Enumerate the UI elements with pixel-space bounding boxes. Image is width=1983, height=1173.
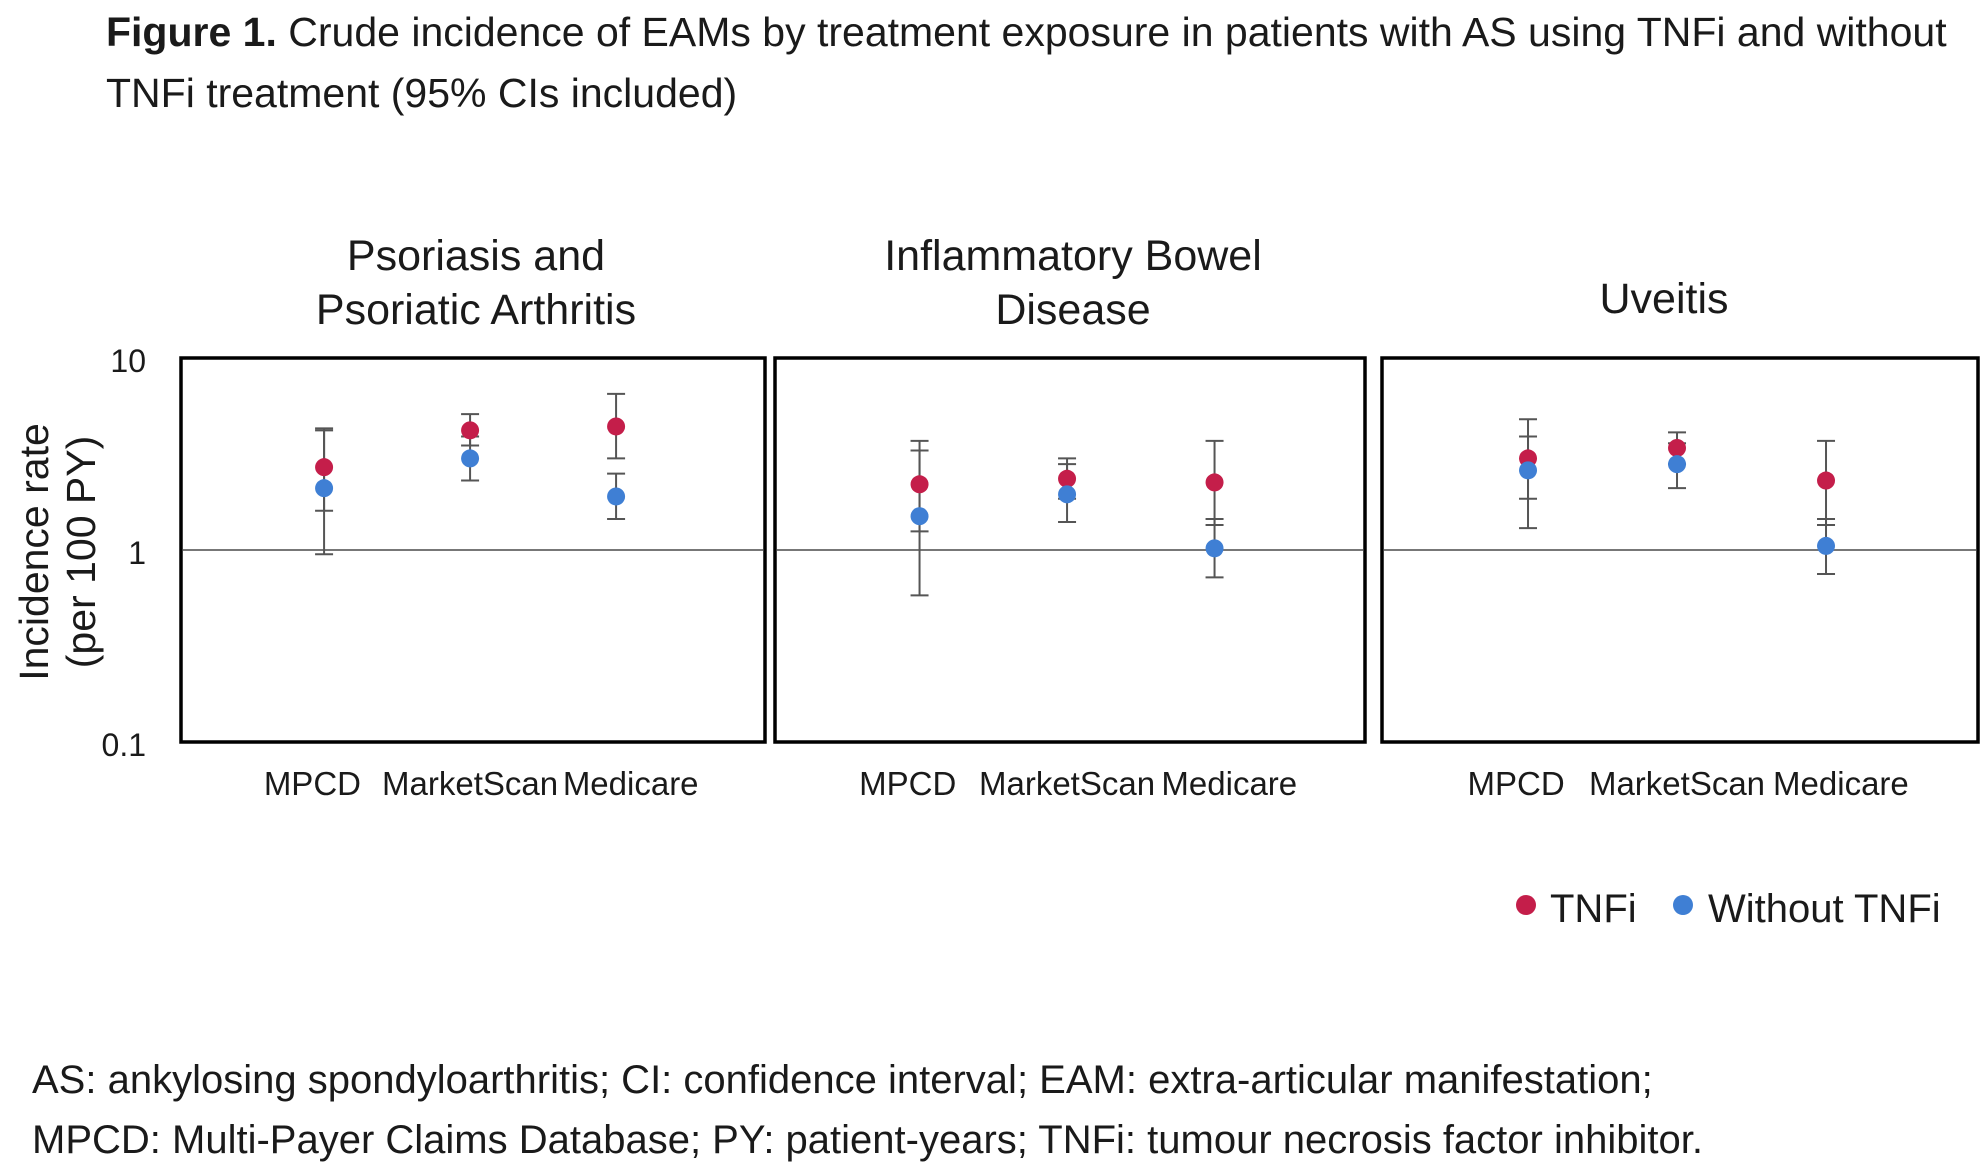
- x-tick-label: MPCD: [859, 765, 956, 802]
- data-point-without-tnfi: [461, 449, 480, 468]
- data-point-without-tnfi: [910, 507, 929, 526]
- legend-marker-tnfi: [1516, 895, 1536, 915]
- data-point-tnfi: [607, 417, 626, 436]
- footnote-line-2: MPCD: Multi-Payer Claims Database; PY: p…: [32, 1118, 1703, 1162]
- data-point-without-tnfi: [1205, 539, 1224, 558]
- figure-caption-text: Crude incidence of EAMs by treatment exp…: [106, 9, 1947, 116]
- x-tick-label: Medicare: [1161, 765, 1297, 802]
- panel-title-line-1: Psoriasis and: [347, 232, 605, 280]
- data-point-tnfi: [1058, 469, 1077, 488]
- legend-label-tnfi: TNFi: [1550, 887, 1637, 931]
- panel-frame: [773, 356, 1367, 744]
- x-tick-label: Medicare: [563, 765, 699, 802]
- y-tick-label: 10: [110, 343, 146, 379]
- legend-marker-without-tnfi: [1673, 895, 1693, 915]
- y-tick-label: 1: [128, 535, 146, 571]
- panel-title: Uveitis: [1599, 275, 1728, 323]
- x-tick-label: MarketScan: [979, 765, 1155, 802]
- x-tick-label: MarketScan: [1589, 765, 1765, 802]
- x-tick-label: MPCD: [264, 765, 361, 802]
- y-axis-title-line-2: (per 100 PY): [58, 436, 104, 668]
- panel-frame: [179, 356, 767, 744]
- footnote: AS: ankylosing spondyloarthritis; CI: co…: [32, 1050, 1952, 1170]
- x-tick-label: Medicare: [1773, 765, 1909, 802]
- panel-title-line-2: Psoriatic Arthritis: [316, 286, 636, 334]
- panel-frame: [1380, 356, 1980, 744]
- data-point-without-tnfi: [1817, 536, 1836, 555]
- data-point-tnfi: [1668, 438, 1687, 457]
- panel-title-line-1: Inflammatory Bowel: [884, 232, 1262, 280]
- panel-title-line-2: Disease: [995, 286, 1150, 334]
- footnote-line-1: AS: ankylosing spondyloarthritis; CI: co…: [32, 1058, 1653, 1102]
- data-point-tnfi: [910, 475, 929, 494]
- data-point-without-tnfi: [1519, 461, 1538, 480]
- data-point-without-tnfi: [1058, 485, 1077, 504]
- x-tick-label: MarketScan: [382, 765, 558, 802]
- data-point-tnfi: [1205, 473, 1224, 492]
- figure-label: Figure 1.: [106, 9, 277, 55]
- data-point-tnfi: [461, 421, 480, 440]
- data-point-without-tnfi: [1668, 455, 1687, 474]
- data-point-tnfi: [315, 458, 334, 477]
- y-axis-title-line-1: Incidence rate: [11, 423, 57, 681]
- data-point-tnfi: [1817, 471, 1836, 490]
- y-tick-label: 0.1: [102, 727, 146, 763]
- x-tick-label: MPCD: [1468, 765, 1565, 802]
- data-point-without-tnfi: [607, 487, 626, 506]
- figure-caption: Figure 1. Crude incidence of EAMs by tre…: [106, 2, 1966, 124]
- data-point-without-tnfi: [315, 479, 334, 498]
- legend-label-without-tnfi: Without TNFi: [1708, 887, 1941, 931]
- incidence-chart: Incidence rate (per 100 PY) 10 1 0.1 Psoriasi…: [11, 232, 1980, 931]
